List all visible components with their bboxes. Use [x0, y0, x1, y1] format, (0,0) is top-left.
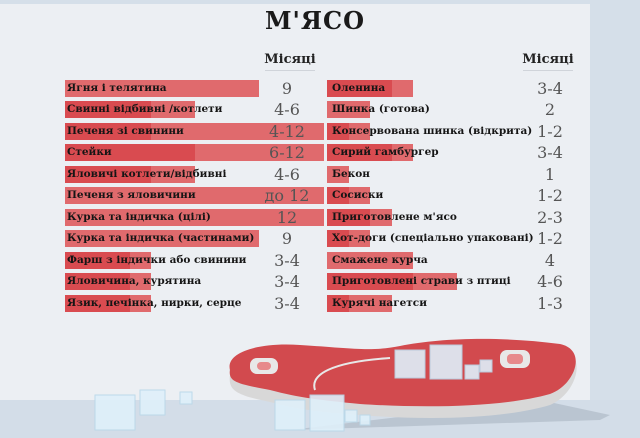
- bar-min-segment: [327, 187, 349, 205]
- months-value: 9: [281, 229, 293, 249]
- months-value: 4-12: [269, 121, 305, 141]
- months-value: 3-4: [274, 293, 300, 313]
- bar-label: Консервована шинка (відкрита): [332, 124, 533, 137]
- bar-label: Язик, печінка, нирки, серце: [67, 296, 242, 309]
- bar: [65, 230, 260, 248]
- bar: [65, 144, 325, 162]
- bar-label: Смажене курча: [332, 253, 428, 266]
- months-value: до 12: [264, 186, 310, 206]
- bar-label: Сирий гамбургер: [332, 146, 439, 159]
- bar-max-segment: [65, 80, 260, 97]
- bar: [65, 101, 195, 119]
- bar: [327, 122, 371, 140]
- bar-label: Стейки: [67, 146, 112, 159]
- bar-min-segment: [65, 122, 152, 140]
- months-value: 1-3: [537, 293, 563, 313]
- months-value: 4-6: [537, 272, 563, 292]
- bar-min-segment: [65, 101, 152, 119]
- months-value: 6-12: [269, 143, 305, 163]
- months-value: 12: [276, 207, 298, 227]
- bar-label: Бекон: [332, 167, 370, 180]
- bar-label: Печеня зі свинини: [67, 124, 184, 137]
- bar-min-segment: [327, 122, 349, 140]
- months-value: 1-2: [537, 186, 563, 206]
- bar-min-segment: [327, 273, 414, 291]
- bar-label: Свинні відбивні /котлети: [67, 103, 223, 116]
- months-value: 1-2: [537, 121, 563, 141]
- months-value: 4: [544, 250, 556, 270]
- bar-label: Хот-доги (спеціально упаковані): [332, 232, 534, 245]
- bar: [65, 294, 152, 312]
- bar-min-segment: [65, 144, 195, 162]
- bar: [65, 273, 152, 291]
- bar-label: Яловичі котлети/відбивні: [67, 167, 227, 180]
- bar-max-segment: [65, 208, 325, 226]
- months-value: 1-2: [537, 229, 563, 249]
- bar-max-segment: [65, 187, 325, 205]
- months-value: 2: [544, 100, 556, 120]
- bar: [327, 144, 414, 162]
- bar-min-segment: [327, 144, 392, 162]
- bar-label: Оленина: [332, 82, 386, 94]
- bar-label: Ягня і телятина: [67, 82, 167, 94]
- bar: [327, 294, 392, 312]
- bar-label: Сосиски: [332, 189, 384, 202]
- months-value: 9: [281, 79, 293, 98]
- months-header-right: Місяці: [513, 52, 583, 71]
- bar-min-segment: [65, 294, 130, 312]
- bar-label: Курячі нагетси: [332, 296, 427, 309]
- bar-min-segment: [327, 208, 371, 226]
- bar: [327, 187, 371, 205]
- bar-max-segment: [327, 165, 349, 183]
- bar-label: Фарш з індички або свинини: [67, 253, 247, 266]
- page-title: М'ЯСО: [264, 6, 366, 35]
- bar-label: Приготовлені страви з птиці: [332, 275, 511, 288]
- bar: [327, 208, 392, 226]
- bar: [327, 80, 414, 97]
- months-value: 4-6: [274, 164, 300, 184]
- months-value: 3-4: [274, 272, 300, 292]
- months-value: 4-6: [274, 100, 300, 120]
- bar-label: Печеня з яловичини: [67, 189, 196, 202]
- bar-label: Яловичина, курятина: [67, 275, 202, 288]
- bar-label: Курка та індичка (частинами): [67, 232, 255, 245]
- months-value: 3-4: [537, 143, 563, 163]
- months-value: 1: [544, 164, 556, 184]
- bar-min-segment: [65, 165, 152, 183]
- bar: [65, 80, 260, 97]
- bar-label: Шинка (готова): [332, 103, 430, 116]
- bar: [65, 165, 195, 183]
- bar-min-segment: [327, 294, 349, 312]
- bar-min-segment: [65, 251, 130, 269]
- bar: [65, 122, 325, 140]
- bar-min-segment: [65, 273, 130, 291]
- bar: [327, 165, 349, 183]
- bar: [327, 273, 457, 291]
- bar-min-segment: [327, 80, 392, 97]
- bar: [327, 101, 371, 119]
- months-value: 2-3: [537, 207, 563, 227]
- steak-illustration: [94, 338, 610, 432]
- bar: [327, 230, 371, 248]
- bar: [65, 187, 325, 205]
- bar-label: Приготовлене м'ясо: [332, 210, 457, 223]
- bar-max-segment: [65, 230, 260, 248]
- bar-label: Курка та індичка (цілі): [67, 210, 211, 223]
- bar: [65, 208, 325, 226]
- bar-max-segment: [327, 101, 371, 119]
- months-value: 3-4: [537, 79, 563, 98]
- bar-min-segment: [327, 230, 349, 248]
- bar: [327, 251, 414, 269]
- months-header-left: Місяці: [255, 52, 325, 71]
- months-value: 3-4: [274, 250, 300, 270]
- bar-max-segment: [327, 251, 414, 269]
- bar: [65, 251, 152, 269]
